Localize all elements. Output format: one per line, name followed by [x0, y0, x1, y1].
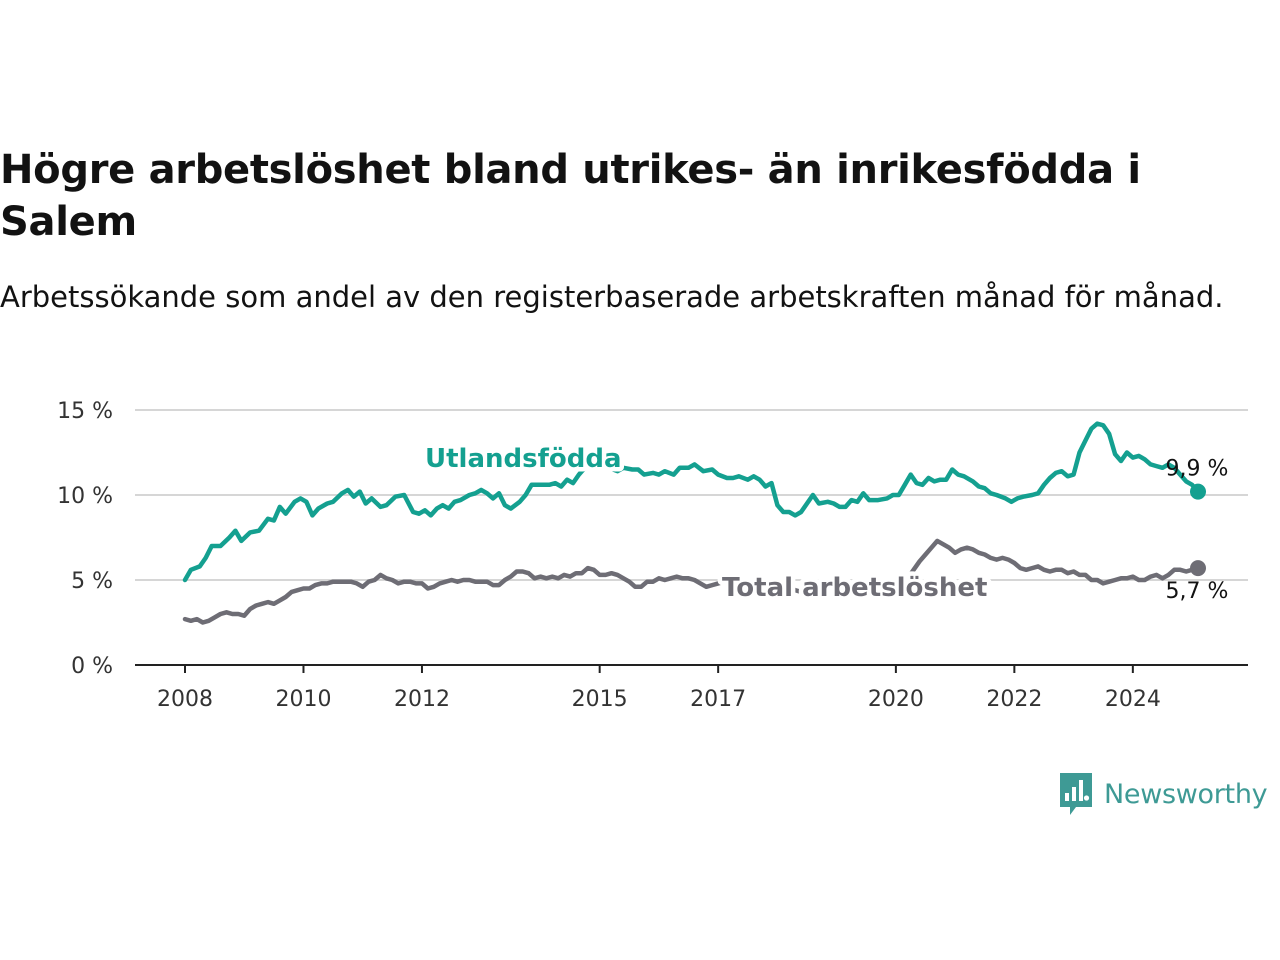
series-line-utlandsfodda — [182, 421, 1201, 583]
x-tick-label: 2022 — [986, 687, 1042, 712]
end-value-label: 5,7 % — [1166, 579, 1229, 604]
y-tick-label: 5 % — [71, 569, 113, 594]
chart-subtitle: Arbetssökande som andel av den registerb… — [0, 280, 1224, 314]
x-tick-label: 2012 — [394, 687, 450, 712]
x-tick-label: 2010 — [275, 687, 331, 712]
series-label-utlandsfodda: Utlandsfödda — [425, 444, 622, 474]
y-tick-label: 10 % — [57, 484, 113, 509]
chart-title: Högre arbetslöshet bland utrikes- än inr… — [0, 147, 1141, 245]
series-end-point — [1190, 560, 1206, 577]
x-tick-label: 2020 — [868, 687, 924, 712]
x-tick-label: 2024 — [1105, 687, 1161, 712]
x-tick-label: 2017 — [690, 687, 746, 712]
line-chart: 0 % 5 % 10 % 15 % 2008 2010 2012 2015 2017 2020 20… — [57, 399, 1248, 712]
y-tick-label: 15 % — [57, 399, 113, 424]
x-tick-label: 2015 — [572, 687, 628, 712]
series-end-point — [1190, 483, 1206, 500]
y-tick-label: 0 % — [71, 654, 113, 679]
newsworthy-logo-icon — [1060, 773, 1092, 815]
brand-logo: Newsworthy — [1058, 770, 1268, 818]
series-line-total — [182, 538, 1201, 625]
brand-name: Newsworthy — [1104, 778, 1268, 810]
series-label-total: Total arbetslöshet — [722, 573, 987, 603]
x-tick-label: 2008 — [157, 687, 213, 712]
end-value-label: 9,9 % — [1166, 457, 1229, 482]
